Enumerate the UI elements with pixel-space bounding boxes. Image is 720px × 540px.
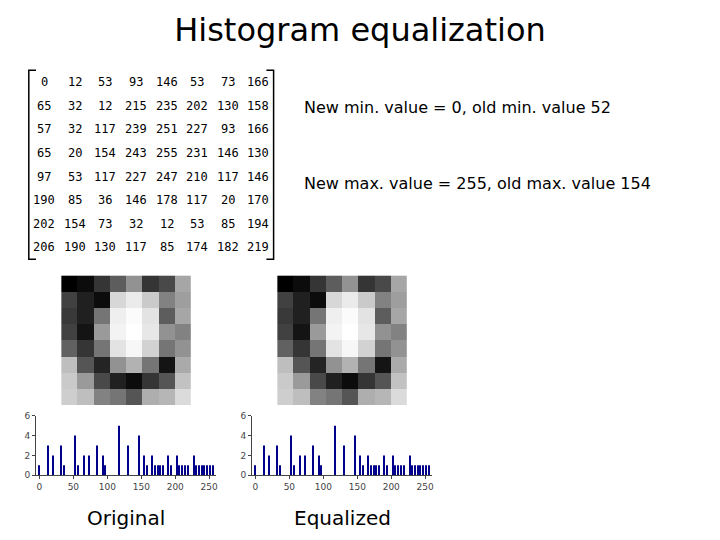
svg-text:12: 12 bbox=[160, 217, 174, 231]
svg-text:20: 20 bbox=[68, 146, 82, 160]
svg-text:146: 146 bbox=[247, 170, 269, 184]
svg-text:117: 117 bbox=[94, 170, 116, 184]
svg-text:227: 227 bbox=[125, 170, 147, 184]
svg-text:158: 158 bbox=[247, 99, 269, 113]
svg-text:93: 93 bbox=[129, 75, 143, 89]
svg-text:247: 247 bbox=[156, 170, 178, 184]
svg-text:50: 50 bbox=[68, 482, 80, 492]
svg-text:4: 4 bbox=[24, 431, 30, 441]
svg-text:0: 0 bbox=[24, 470, 30, 480]
svg-text:12: 12 bbox=[68, 75, 82, 89]
svg-text:182: 182 bbox=[217, 240, 239, 254]
svg-text:53: 53 bbox=[68, 170, 82, 184]
svg-text:97: 97 bbox=[37, 170, 51, 184]
svg-text:190: 190 bbox=[33, 193, 55, 207]
svg-text:117: 117 bbox=[217, 170, 239, 184]
svg-text:50: 50 bbox=[284, 482, 296, 492]
svg-text:251: 251 bbox=[156, 122, 178, 136]
svg-text:130: 130 bbox=[217, 99, 239, 113]
svg-text:178: 178 bbox=[156, 193, 178, 207]
svg-text:53: 53 bbox=[190, 75, 204, 89]
svg-text:4: 4 bbox=[240, 431, 246, 441]
svg-text:200: 200 bbox=[383, 482, 400, 492]
svg-text:85: 85 bbox=[68, 193, 82, 207]
svg-text:New min. value = 0, old min. v: New min. value = 0, old min. value 52 bbox=[304, 98, 611, 117]
svg-text:0: 0 bbox=[37, 482, 43, 492]
svg-text:0: 0 bbox=[253, 482, 259, 492]
svg-text:12: 12 bbox=[98, 99, 112, 113]
svg-text:100: 100 bbox=[99, 482, 116, 492]
svg-text:215: 215 bbox=[125, 99, 147, 113]
svg-text:117: 117 bbox=[94, 122, 116, 136]
svg-text:117: 117 bbox=[125, 240, 147, 254]
svg-text:202: 202 bbox=[186, 99, 208, 113]
svg-text:231: 231 bbox=[186, 146, 208, 160]
svg-text:146: 146 bbox=[217, 146, 239, 160]
svg-text:2: 2 bbox=[24, 451, 30, 461]
svg-text:166: 166 bbox=[247, 122, 269, 136]
svg-text:85: 85 bbox=[160, 240, 174, 254]
svg-text:170: 170 bbox=[247, 193, 269, 207]
svg-text:2: 2 bbox=[240, 451, 246, 461]
svg-text:20: 20 bbox=[221, 193, 235, 207]
svg-text:130: 130 bbox=[247, 146, 269, 160]
svg-text:36: 36 bbox=[98, 193, 112, 207]
svg-text:200: 200 bbox=[167, 482, 184, 492]
svg-text:53: 53 bbox=[190, 217, 204, 231]
svg-text:206: 206 bbox=[33, 240, 55, 254]
svg-text:93: 93 bbox=[221, 122, 235, 136]
svg-text:117: 117 bbox=[186, 193, 208, 207]
svg-text:146: 146 bbox=[156, 75, 178, 89]
svg-text:73: 73 bbox=[98, 217, 112, 231]
svg-text:130: 130 bbox=[94, 240, 116, 254]
svg-text:243: 243 bbox=[125, 146, 147, 160]
svg-text:154: 154 bbox=[64, 217, 86, 231]
svg-text:194: 194 bbox=[247, 217, 269, 231]
svg-text:202: 202 bbox=[33, 217, 55, 231]
svg-text:100: 100 bbox=[315, 482, 332, 492]
svg-text:235: 235 bbox=[156, 99, 178, 113]
svg-text:239: 239 bbox=[125, 122, 147, 136]
svg-text:6: 6 bbox=[240, 411, 246, 421]
svg-text:0: 0 bbox=[240, 470, 246, 480]
svg-text:85: 85 bbox=[221, 217, 235, 231]
svg-text:73: 73 bbox=[221, 75, 235, 89]
svg-text:255: 255 bbox=[156, 146, 178, 160]
svg-text:210: 210 bbox=[186, 170, 208, 184]
svg-text:65: 65 bbox=[37, 99, 51, 113]
svg-text:250: 250 bbox=[417, 482, 434, 492]
svg-text:174: 174 bbox=[186, 240, 208, 254]
svg-text:190: 190 bbox=[64, 240, 86, 254]
svg-text:32: 32 bbox=[129, 217, 143, 231]
svg-text:Histogram equalization: Histogram equalization bbox=[174, 11, 546, 49]
svg-text:65: 65 bbox=[37, 146, 51, 160]
svg-text:Equalized: Equalized bbox=[294, 506, 391, 530]
svg-text:150: 150 bbox=[349, 482, 366, 492]
svg-text:New max. value = 255, old max.: New max. value = 255, old max. value 154 bbox=[304, 174, 651, 193]
svg-text:53: 53 bbox=[98, 75, 112, 89]
svg-text:219: 219 bbox=[247, 240, 269, 254]
svg-text:Original: Original bbox=[87, 506, 165, 530]
svg-text:6: 6 bbox=[24, 411, 30, 421]
svg-text:150: 150 bbox=[133, 482, 150, 492]
svg-text:227: 227 bbox=[186, 122, 208, 136]
svg-text:166: 166 bbox=[247, 75, 269, 89]
svg-text:57: 57 bbox=[37, 122, 51, 136]
svg-text:250: 250 bbox=[201, 482, 218, 492]
svg-text:146: 146 bbox=[125, 193, 147, 207]
svg-text:32: 32 bbox=[68, 122, 82, 136]
svg-text:32: 32 bbox=[68, 99, 82, 113]
svg-text:154: 154 bbox=[94, 146, 116, 160]
svg-text:0: 0 bbox=[41, 75, 48, 89]
